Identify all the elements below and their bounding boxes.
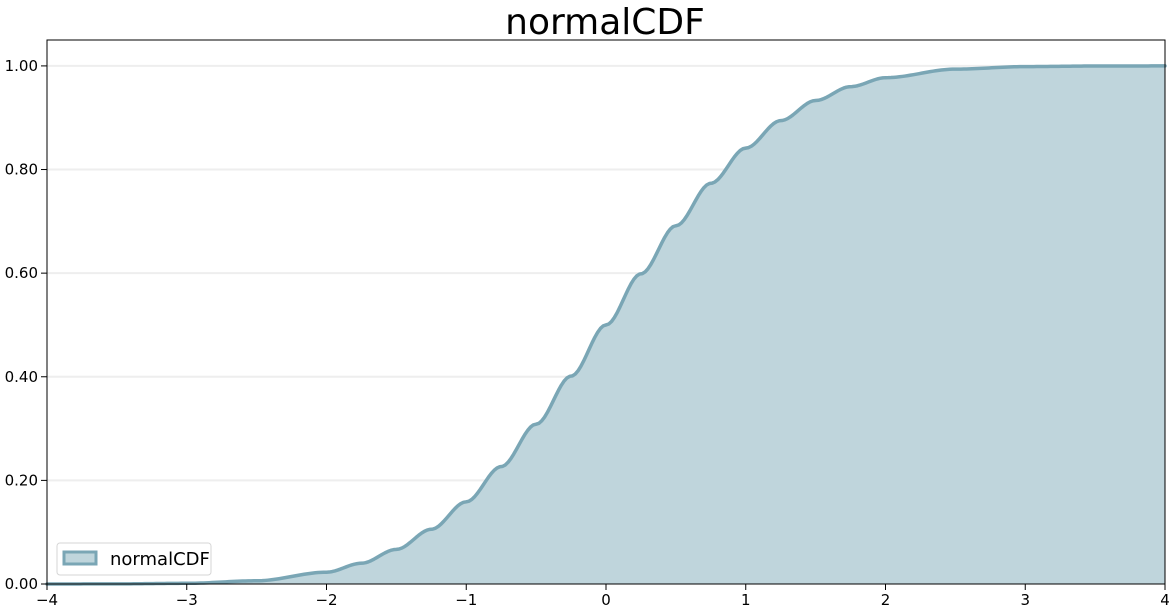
y-tick-label: 0.00 (5, 575, 38, 593)
y-tick-label: 0.60 (5, 264, 38, 282)
y-tick-label: 1.00 (5, 57, 38, 75)
series-line-normalcdf (45, 64, 1167, 586)
legend-swatch (62, 550, 98, 566)
x-tick-label: −1 (455, 591, 477, 609)
y-tick-label: 0.40 (5, 368, 38, 386)
x-tick-label: 4 (1160, 591, 1170, 609)
legend-label: normalCDF (110, 549, 210, 570)
x-tick-label: 3 (1020, 591, 1030, 609)
x-tick-label: −4 (36, 591, 58, 609)
x-tick-label: 0 (601, 591, 611, 609)
area-layer (45, 64, 1167, 586)
x-tick-label: 1 (741, 591, 751, 609)
y-tick-label: 0.80 (5, 161, 38, 179)
tick-layer: −4 −3 −2 −1 0 1 2 3 4 0.00 0.20 0.40 0.60 0.80 1.00 (5, 57, 1170, 609)
x-tick-label: −3 (176, 591, 198, 609)
y-tick-label: 0.20 (5, 471, 38, 489)
x-tick-label: −2 (315, 591, 337, 609)
x-tick-label: 2 (881, 591, 891, 609)
legend: normalCDF (56, 542, 212, 576)
chart-title: normalCDF (505, 2, 705, 43)
